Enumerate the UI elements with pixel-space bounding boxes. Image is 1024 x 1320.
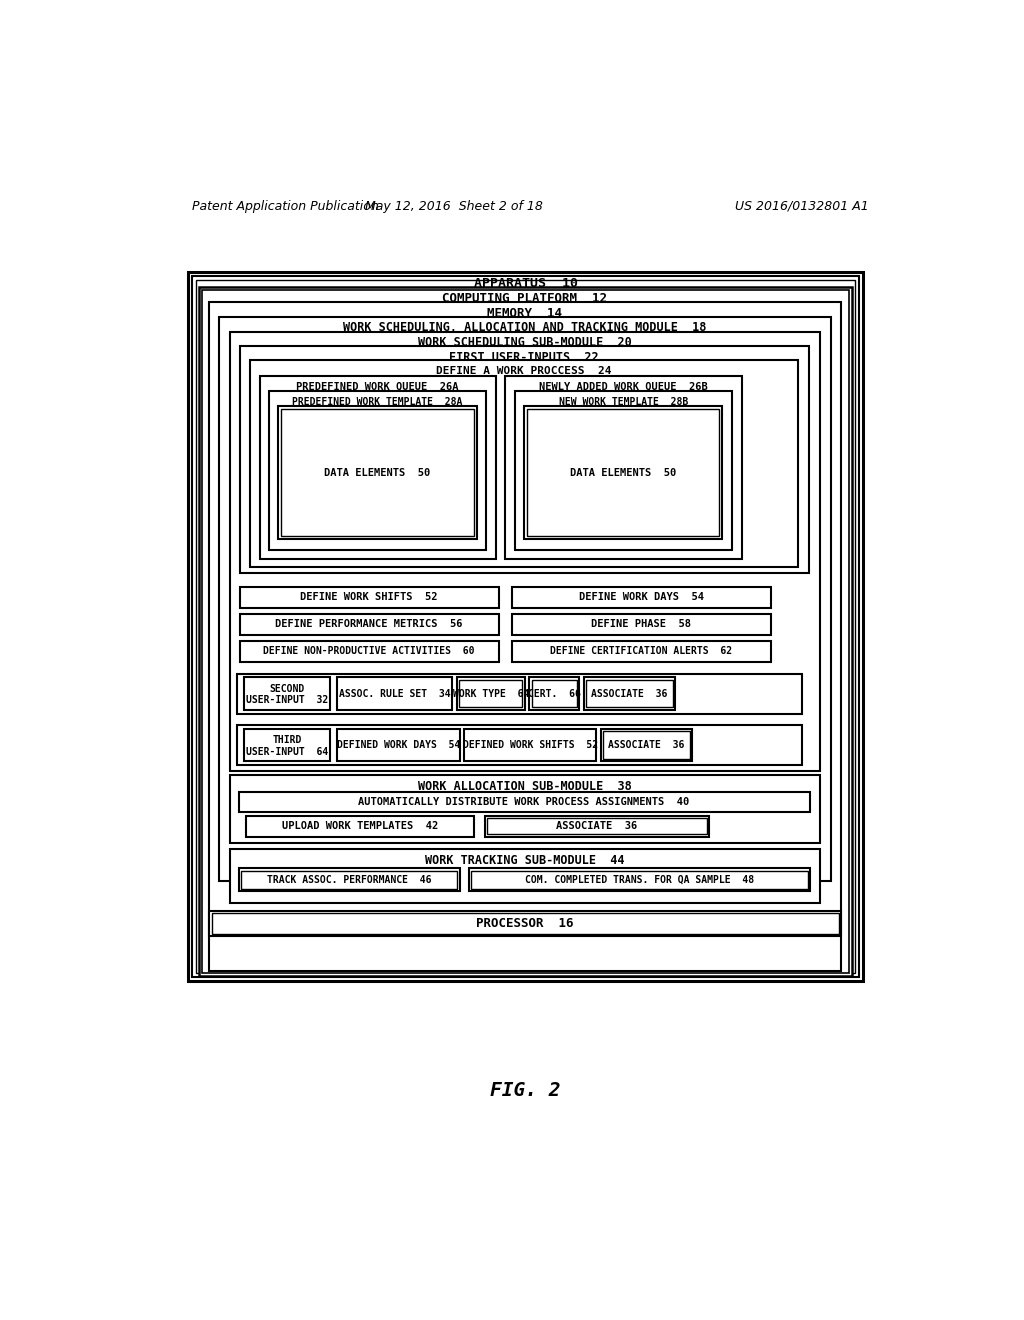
- Text: DEFINE CERTIFICATION ALERTS  62: DEFINE CERTIFICATION ALERTS 62: [550, 647, 732, 656]
- Text: US 2016/0132801 A1: US 2016/0132801 A1: [735, 199, 869, 213]
- Text: FIG. 2: FIG. 2: [489, 1081, 560, 1100]
- Bar: [237, 725, 802, 766]
- Bar: [240, 587, 500, 609]
- Bar: [512, 587, 771, 609]
- Text: ASSOCIATE  36: ASSOCIATE 36: [591, 689, 668, 698]
- Text: WORK TYPE  64: WORK TYPE 64: [453, 689, 528, 698]
- Bar: [212, 913, 839, 933]
- Text: CERT.  66: CERT. 66: [527, 689, 581, 698]
- Bar: [240, 346, 809, 573]
- Text: AUTOMATICALLY DISTRIBUTE WORK PROCESS ASSIGNMENTS  40: AUTOMATICALLY DISTRIBUTE WORK PROCESS AS…: [358, 797, 689, 807]
- Bar: [229, 331, 820, 771]
- Bar: [245, 729, 330, 762]
- Text: WORK TRACKING SUB-MODULE  44: WORK TRACKING SUB-MODULE 44: [425, 854, 625, 867]
- Text: APPARATUS  10: APPARATUS 10: [473, 277, 578, 290]
- Bar: [469, 869, 810, 891]
- Bar: [209, 911, 841, 936]
- Bar: [193, 276, 859, 977]
- Bar: [584, 677, 675, 710]
- Text: DEFINE NON-PRODUCTIVE ACTIVITIES  60: DEFINE NON-PRODUCTIVE ACTIVITIES 60: [263, 647, 475, 656]
- Text: DEFINE WORK SHIFTS  52: DEFINE WORK SHIFTS 52: [300, 593, 438, 602]
- Bar: [245, 677, 330, 710]
- Text: DEFINED WORK SHIFTS  52: DEFINED WORK SHIFTS 52: [463, 741, 598, 750]
- Text: SECOND
USER-INPUT  32: SECOND USER-INPUT 32: [246, 684, 328, 705]
- Bar: [457, 677, 525, 710]
- Bar: [586, 680, 673, 708]
- Text: DATA ELEMENTS  50: DATA ELEMENTS 50: [570, 467, 676, 478]
- Bar: [515, 391, 732, 549]
- Text: DEFINE A WORK PROCCESS  24: DEFINE A WORK PROCCESS 24: [436, 366, 611, 376]
- Text: DEFINE WORK DAYS  54: DEFINE WORK DAYS 54: [579, 593, 703, 602]
- Bar: [241, 871, 458, 890]
- Bar: [240, 642, 500, 663]
- Text: ASSOCIATE  36: ASSOCIATE 36: [556, 821, 638, 832]
- Bar: [282, 409, 474, 536]
- Bar: [239, 869, 460, 891]
- Bar: [506, 376, 741, 558]
- Bar: [464, 729, 596, 762]
- Bar: [188, 272, 862, 981]
- Bar: [219, 317, 830, 882]
- Text: Patent Application Publication: Patent Application Publication: [191, 199, 378, 213]
- Text: PREDEFINED WORK QUEUE  26A: PREDEFINED WORK QUEUE 26A: [296, 381, 459, 392]
- Bar: [229, 849, 820, 903]
- Bar: [240, 614, 500, 635]
- Text: ASSOCIATE  36: ASSOCIATE 36: [608, 741, 685, 750]
- Text: NEWLY ADDED WORK QUEUE  26B: NEWLY ADDED WORK QUEUE 26B: [539, 381, 708, 392]
- Bar: [337, 729, 460, 762]
- Text: DEFINE PHASE  58: DEFINE PHASE 58: [591, 619, 691, 630]
- Text: FIRST USER-INPUTS  22: FIRST USER-INPUTS 22: [450, 351, 599, 363]
- Text: WORK SCHEDULING, ALLOCATION AND TRACKING MODULE  18: WORK SCHEDULING, ALLOCATION AND TRACKING…: [343, 321, 707, 334]
- Text: UPLOAD WORK TEMPLATES  42: UPLOAD WORK TEMPLATES 42: [282, 821, 438, 832]
- Bar: [250, 360, 799, 566]
- Text: DATA ELEMENTS  50: DATA ELEMENTS 50: [325, 467, 431, 478]
- Bar: [229, 775, 820, 843]
- Text: NEW WORK TEMPLATE  28B: NEW WORK TEMPLATE 28B: [559, 397, 688, 407]
- Bar: [603, 731, 690, 759]
- Bar: [459, 680, 522, 708]
- Bar: [512, 642, 771, 663]
- Bar: [199, 286, 852, 977]
- Text: PROCESSOR  16: PROCESSOR 16: [476, 916, 573, 929]
- Text: DEFINED WORK DAYS  54: DEFINED WORK DAYS 54: [337, 741, 460, 750]
- Bar: [260, 376, 496, 558]
- Text: TRACK ASSOC. PERFORMANCE  46: TRACK ASSOC. PERFORMANCE 46: [266, 875, 431, 884]
- Bar: [484, 816, 710, 837]
- Text: PREDEFINED WORK TEMPLATE  28A: PREDEFINED WORK TEMPLATE 28A: [293, 397, 463, 407]
- Bar: [209, 302, 841, 970]
- Bar: [601, 729, 692, 762]
- Text: WORK ALLOCATION SUB-MODULE  38: WORK ALLOCATION SUB-MODULE 38: [418, 780, 632, 793]
- Bar: [486, 818, 707, 834]
- Text: COMPUTING PLATFORM  12: COMPUTING PLATFORM 12: [442, 292, 607, 305]
- Bar: [279, 407, 477, 539]
- Bar: [471, 871, 808, 890]
- Bar: [239, 792, 810, 812]
- Text: ASSOC. RULE SET  34: ASSOC. RULE SET 34: [339, 689, 451, 698]
- Text: May 12, 2016  Sheet 2 of 18: May 12, 2016 Sheet 2 of 18: [365, 199, 543, 213]
- Bar: [529, 677, 579, 710]
- Bar: [512, 614, 771, 635]
- Bar: [337, 677, 452, 710]
- Text: COM. COMPLETED TRANS. FOR QA SAMPLE  48: COM. COMPLETED TRANS. FOR QA SAMPLE 48: [525, 875, 754, 884]
- Text: DEFINE PERFORMANCE METRICS  56: DEFINE PERFORMANCE METRICS 56: [275, 619, 463, 630]
- Bar: [527, 409, 719, 536]
- Text: MEMORY  14: MEMORY 14: [487, 306, 562, 319]
- Bar: [197, 280, 855, 973]
- Bar: [531, 680, 577, 708]
- Text: THIRD
USER-INPUT  64: THIRD USER-INPUT 64: [246, 735, 328, 756]
- Bar: [269, 391, 486, 549]
- Text: WORK SCHEDULING SUB-MODULE  20: WORK SCHEDULING SUB-MODULE 20: [418, 335, 632, 348]
- Bar: [202, 290, 849, 973]
- Bar: [524, 407, 722, 539]
- Bar: [246, 816, 474, 837]
- Bar: [237, 673, 802, 714]
